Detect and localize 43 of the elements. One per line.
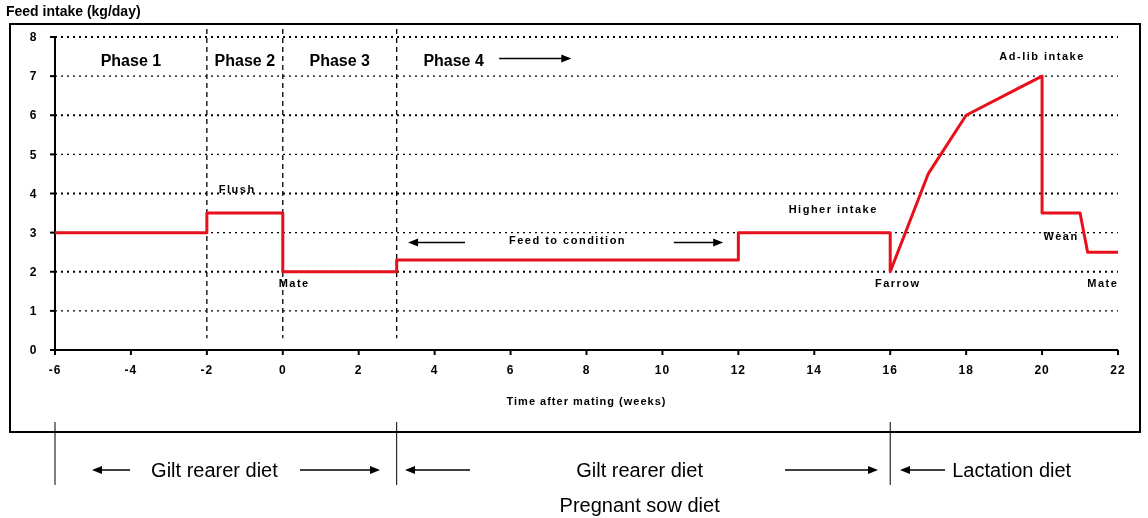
y-tick-label: 5 bbox=[29, 147, 37, 162]
y-tick-label: 7 bbox=[29, 69, 37, 84]
x-tick-label: 2 bbox=[354, 363, 363, 377]
x-tick-label: -4 bbox=[124, 363, 138, 377]
annotation: Wean bbox=[1043, 230, 1079, 243]
x-tick-label: 20 bbox=[1034, 363, 1050, 377]
annotation: Mate bbox=[1087, 277, 1119, 290]
x-tick-label: -6 bbox=[48, 363, 62, 377]
x-tick-label: 16 bbox=[882, 363, 898, 377]
y-tick-label: 3 bbox=[29, 225, 37, 240]
annotation: Higher intake bbox=[788, 203, 878, 215]
y-tick-label: 6 bbox=[29, 108, 37, 123]
annotation: Farrow bbox=[874, 277, 921, 290]
y-tick-label: 2 bbox=[29, 264, 37, 279]
x-tick-label: 8 bbox=[582, 363, 591, 377]
text: Gilt rearer diet bbox=[151, 459, 279, 481]
y-axis-title: Feed intake (kg/day) bbox=[6, 3, 141, 19]
x-tick-label: 0 bbox=[278, 363, 287, 377]
y-tick-label: 1 bbox=[29, 304, 37, 319]
annotation: Phase 3 bbox=[309, 52, 371, 70]
y-tick-label: 4 bbox=[29, 186, 37, 201]
x-tick-label: 10 bbox=[654, 363, 671, 377]
y-tick-label: 0 bbox=[29, 343, 37, 358]
x-tick-label: -2 bbox=[200, 363, 214, 377]
annotation: Ad-lib intake bbox=[999, 50, 1085, 63]
x-tick-label: 12 bbox=[730, 363, 747, 377]
annotation: Mate bbox=[278, 277, 310, 290]
annotation: Flush bbox=[218, 183, 256, 196]
x-tick-label: 14 bbox=[806, 363, 822, 377]
x-tick-label: 4 bbox=[430, 363, 439, 377]
text: Gilt rearer diet bbox=[576, 459, 704, 481]
annotation: Feed to condition bbox=[508, 234, 627, 247]
y-tick-label: 8 bbox=[29, 30, 37, 45]
x-tick-label: 6 bbox=[506, 363, 515, 377]
annotation: Phase 4 bbox=[423, 52, 484, 70]
x-tick-label: 22 bbox=[1110, 363, 1126, 377]
line-series bbox=[53, 74, 1120, 274]
x-tick-label: 18 bbox=[958, 363, 974, 377]
annotation: Phase 1 bbox=[100, 52, 162, 70]
text: Pregnant sow diet bbox=[559, 494, 721, 516]
x-axis-title: Time after mating (weeks) bbox=[506, 395, 667, 407]
annotation: Phase 2 bbox=[214, 52, 276, 70]
text: Lactation diet bbox=[952, 459, 1072, 481]
